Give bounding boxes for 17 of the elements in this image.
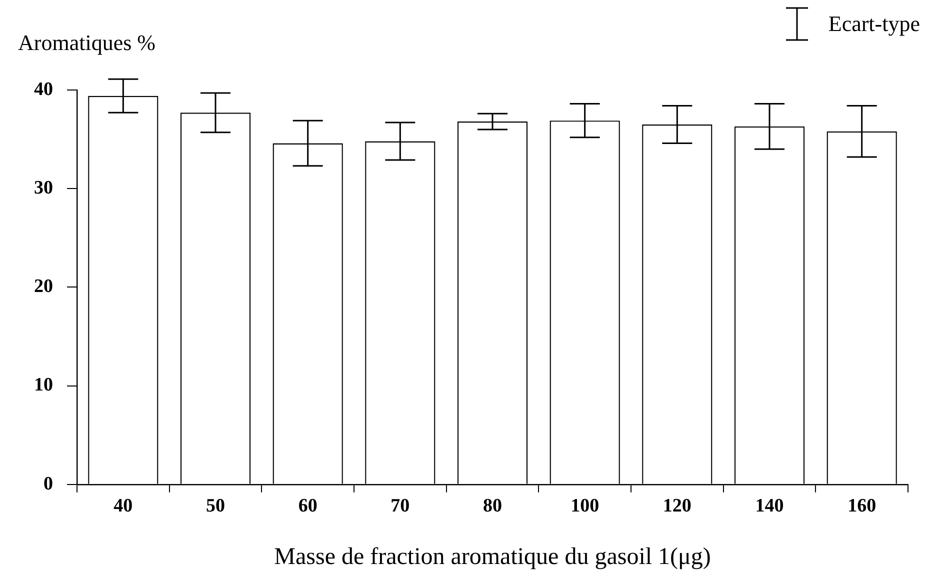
y-tick-label: 30	[34, 178, 53, 199]
text: Ecart-type	[828, 11, 920, 37]
x-tick-label: 100	[570, 496, 600, 517]
x-tick-label: 60	[298, 496, 318, 517]
x-tick-label: 40	[114, 496, 133, 517]
y-tick-label: 10	[34, 374, 53, 396]
x-tick-label: 70	[390, 496, 410, 517]
x-tick-label: 120	[662, 496, 692, 517]
y-axis-title: Aromatiques %	[18, 30, 156, 55]
y-tick-label: 0	[44, 473, 53, 494]
x-tick-label: 80	[483, 496, 502, 517]
y-tick-label: 40	[34, 78, 53, 100]
x-tick-label: 50	[206, 496, 225, 517]
x-tick-label: 160	[848, 496, 876, 517]
y-tick-label: 20	[34, 276, 53, 298]
x-tick-label: 140	[755, 496, 784, 517]
x-axis-title: Masse de fraction aromatique du gasoil 1(μg)	[274, 544, 711, 570]
